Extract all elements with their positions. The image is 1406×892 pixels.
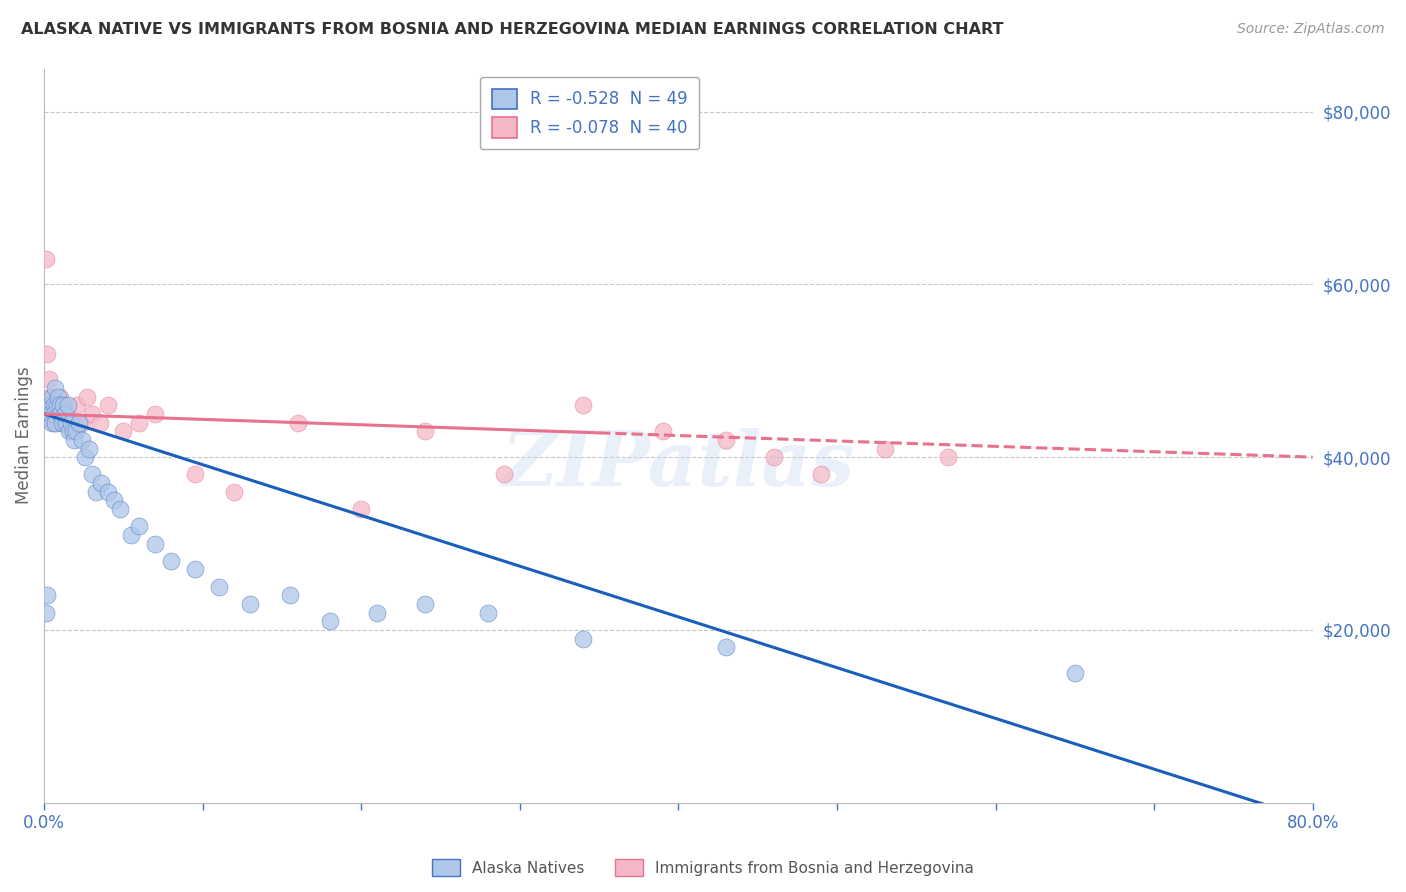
Point (35, 606, 58, 620)
Point (63, 433, 86, 447)
Point (49, 390, 72, 404)
Point (38, 372, 60, 386)
Legend: R = -0.528  N = 49, R = -0.078  N = 40: R = -0.528 N = 49, R = -0.078 N = 40 (479, 77, 699, 149)
Point (70, 416, 93, 430)
Point (936, 450, 959, 464)
Point (56, 407, 79, 421)
Point (37, 588, 59, 602)
Point (39, 390, 62, 404)
Point (48, 390, 70, 404)
Point (42, 416, 65, 430)
Point (53, 407, 76, 421)
Point (572, 398, 595, 412)
Point (75, 450, 97, 464)
Point (44, 416, 66, 430)
Point (80, 407, 103, 421)
Point (63, 416, 86, 430)
Point (120, 528, 142, 542)
Point (143, 536, 166, 550)
Point (45, 407, 67, 421)
Point (67, 416, 90, 430)
Point (714, 640, 737, 654)
Point (55, 416, 77, 430)
Point (184, 562, 207, 576)
Point (37, 346, 59, 360)
Point (207, 580, 229, 594)
Point (477, 606, 499, 620)
Point (413, 424, 436, 438)
Point (60, 424, 83, 438)
Point (239, 597, 262, 611)
Point (350, 502, 373, 516)
Point (48, 416, 70, 430)
Point (51, 416, 73, 430)
Point (96, 484, 118, 499)
Point (762, 450, 785, 464)
Point (224, 484, 246, 499)
Point (810, 467, 832, 482)
Point (90, 476, 112, 491)
Point (65, 424, 87, 438)
Point (143, 407, 166, 421)
Point (366, 606, 388, 620)
Point (80, 467, 103, 482)
Point (278, 588, 301, 602)
Point (128, 519, 150, 533)
Point (39, 407, 62, 421)
Point (42, 407, 65, 421)
Point (76, 390, 98, 404)
Point (77, 442, 100, 456)
Point (41, 416, 63, 430)
Point (56, 398, 79, 412)
Point (89, 416, 111, 430)
Point (45, 398, 67, 412)
Point (112, 424, 135, 438)
Point (41, 390, 63, 404)
Point (42, 398, 65, 412)
Point (44, 398, 66, 412)
Point (1063, 666, 1085, 681)
Point (52, 398, 75, 412)
Point (70, 433, 93, 447)
Point (44, 381, 66, 395)
Point (35, 252, 58, 266)
Point (53, 407, 76, 421)
Point (318, 614, 340, 628)
Point (51, 407, 73, 421)
Point (52, 416, 75, 430)
Y-axis label: Median Earnings: Median Earnings (15, 367, 32, 504)
Point (41, 398, 63, 412)
Point (572, 632, 595, 646)
Point (49, 407, 72, 421)
Point (55, 416, 77, 430)
Point (873, 442, 896, 456)
Point (86, 484, 108, 499)
Point (160, 554, 183, 568)
Text: ZIPatlas: ZIPatlas (502, 428, 855, 502)
Point (58, 424, 80, 438)
Point (110, 502, 132, 516)
Point (128, 416, 150, 430)
Point (287, 416, 309, 430)
Point (42, 407, 65, 421)
Text: ALASKA NATIVE VS IMMIGRANTS FROM BOSNIA AND HERZEGOVINA MEDIAN EARNINGS CORRELAT: ALASKA NATIVE VS IMMIGRANTS FROM BOSNIA … (21, 22, 1004, 37)
Legend: Alaska Natives, Immigrants from Bosnia and Herzegovina: Alaska Natives, Immigrants from Bosnia a… (426, 853, 980, 882)
Point (184, 467, 207, 482)
Point (103, 493, 125, 508)
Point (714, 433, 737, 447)
Point (60, 416, 83, 430)
Point (49, 398, 72, 412)
Point (413, 597, 436, 611)
Point (492, 467, 515, 482)
Text: Source: ZipAtlas.com: Source: ZipAtlas.com (1237, 22, 1385, 37)
Point (62, 424, 84, 438)
Point (651, 424, 673, 438)
Point (66, 398, 89, 412)
Point (38, 398, 60, 412)
Point (96, 398, 118, 412)
